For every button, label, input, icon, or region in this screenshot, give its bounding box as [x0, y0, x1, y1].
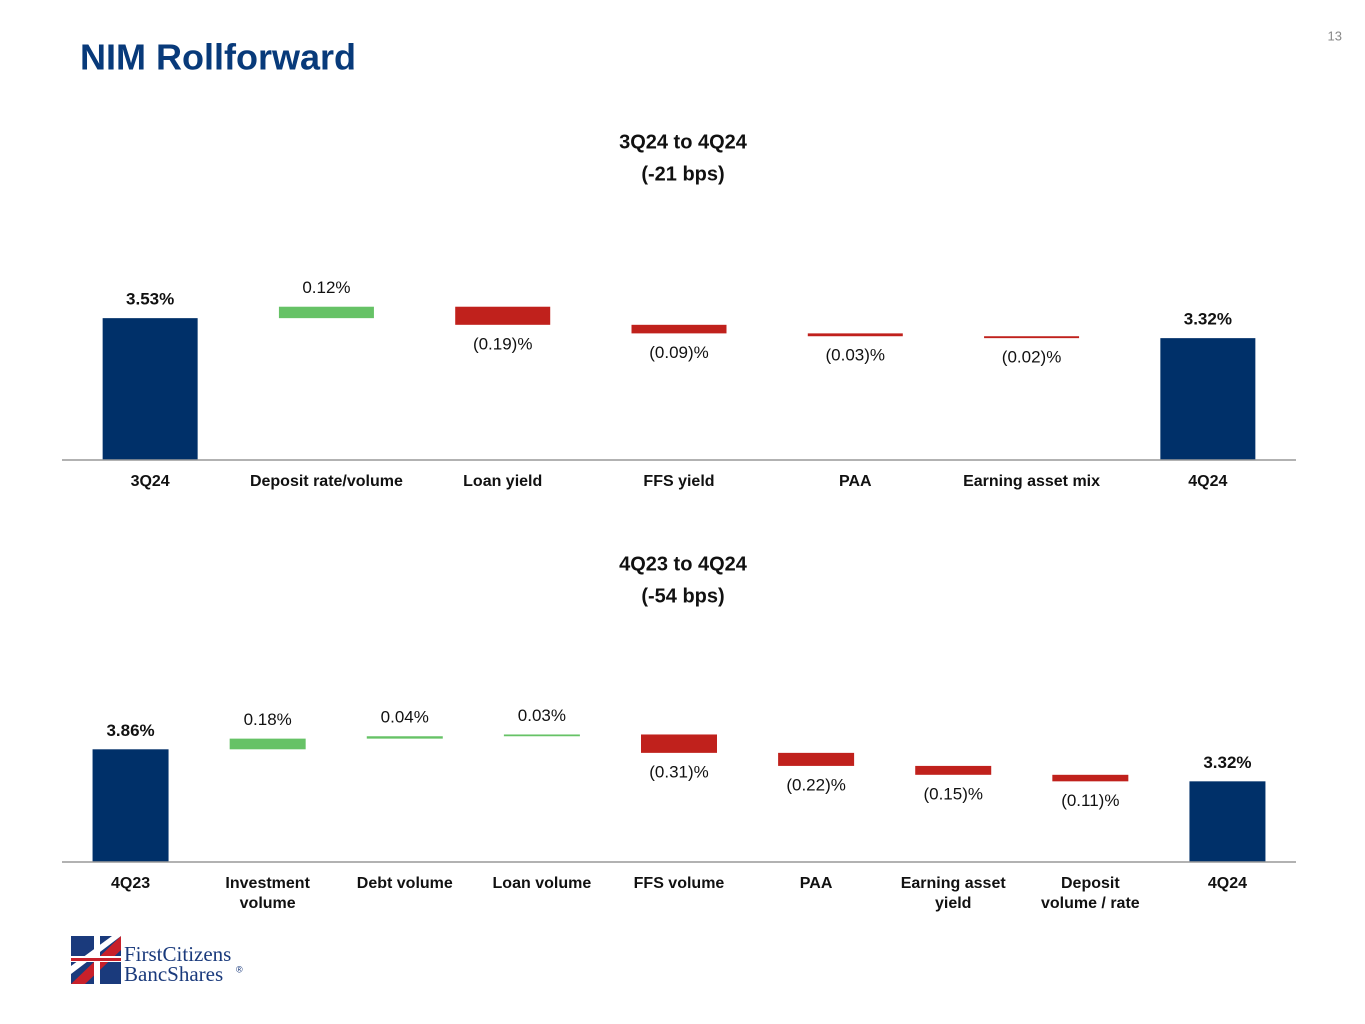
value-label: 0.03%	[518, 706, 566, 725]
chart-subtitle: (-21 bps)	[641, 163, 724, 185]
logo-line2: BancShares	[124, 962, 223, 986]
value-label: (0.19)%	[473, 334, 533, 353]
slide-title: NIM Rollforward	[80, 37, 356, 78]
value-label: (0.11)%	[1061, 791, 1119, 810]
value-label: 0.12%	[302, 278, 350, 297]
value-label: 3.53%	[126, 290, 174, 309]
value-label: 3.86%	[106, 721, 154, 740]
bar	[229, 738, 306, 750]
logo-line1: FirstCitizens	[124, 942, 231, 966]
bar	[366, 736, 443, 739]
bar	[807, 333, 903, 337]
value-label: (0.31)%	[649, 762, 709, 781]
value-label: 0.04%	[381, 708, 429, 727]
bar	[1052, 774, 1129, 782]
category-label: 4Q24	[1207, 875, 1247, 892]
chart-subtitle: (-54 bps)	[641, 585, 724, 607]
category-label: 3Q24	[130, 473, 170, 490]
category-label: FFS yield	[643, 473, 715, 490]
bar	[1189, 781, 1266, 862]
bar	[278, 306, 374, 319]
chart-title: 4Q23 to 4Q24	[619, 553, 748, 575]
value-label: (0.22)%	[786, 775, 846, 794]
bar	[1160, 338, 1256, 460]
bar	[915, 765, 992, 775]
category-label: 4Q23	[110, 875, 151, 892]
category-label: 4Q24	[1188, 473, 1228, 490]
value-label: (0.15)%	[923, 784, 983, 803]
logo-flag	[71, 936, 121, 984]
bar	[92, 749, 169, 862]
category-label: FFS volume	[633, 875, 725, 892]
value-label: 3.32%	[1184, 310, 1232, 329]
page-number: 13	[1328, 28, 1342, 43]
category-label: Debt volume	[356, 875, 453, 892]
bar	[631, 324, 727, 334]
category-label: Investment volume	[225, 875, 310, 912]
category-label: Loan volume	[492, 875, 592, 892]
bar	[778, 752, 855, 766]
value-label: 3.32%	[1203, 753, 1251, 772]
category-label: Earning asset yield	[900, 875, 1006, 912]
value-label: 0.18%	[244, 710, 292, 729]
bar	[641, 734, 717, 753]
category-label: Deposit volume / rate	[1040, 875, 1140, 912]
value-label: (0.03)%	[826, 346, 886, 365]
logo-mark: ®	[236, 964, 243, 974]
category-label: PAA	[799, 875, 833, 892]
category-label: Earning asset mix	[963, 473, 1101, 490]
category-label: Loan yield	[463, 473, 543, 490]
bar	[102, 318, 198, 460]
bar	[984, 336, 1080, 339]
bar	[503, 734, 580, 737]
bar	[455, 306, 551, 325]
category-label: Deposit rate/volume	[249, 473, 403, 490]
chart-title: 3Q24 to 4Q24	[619, 131, 748, 153]
value-label: (0.02)%	[1002, 348, 1062, 367]
category-label: PAA	[838, 473, 872, 490]
value-label: (0.09)%	[649, 343, 709, 362]
